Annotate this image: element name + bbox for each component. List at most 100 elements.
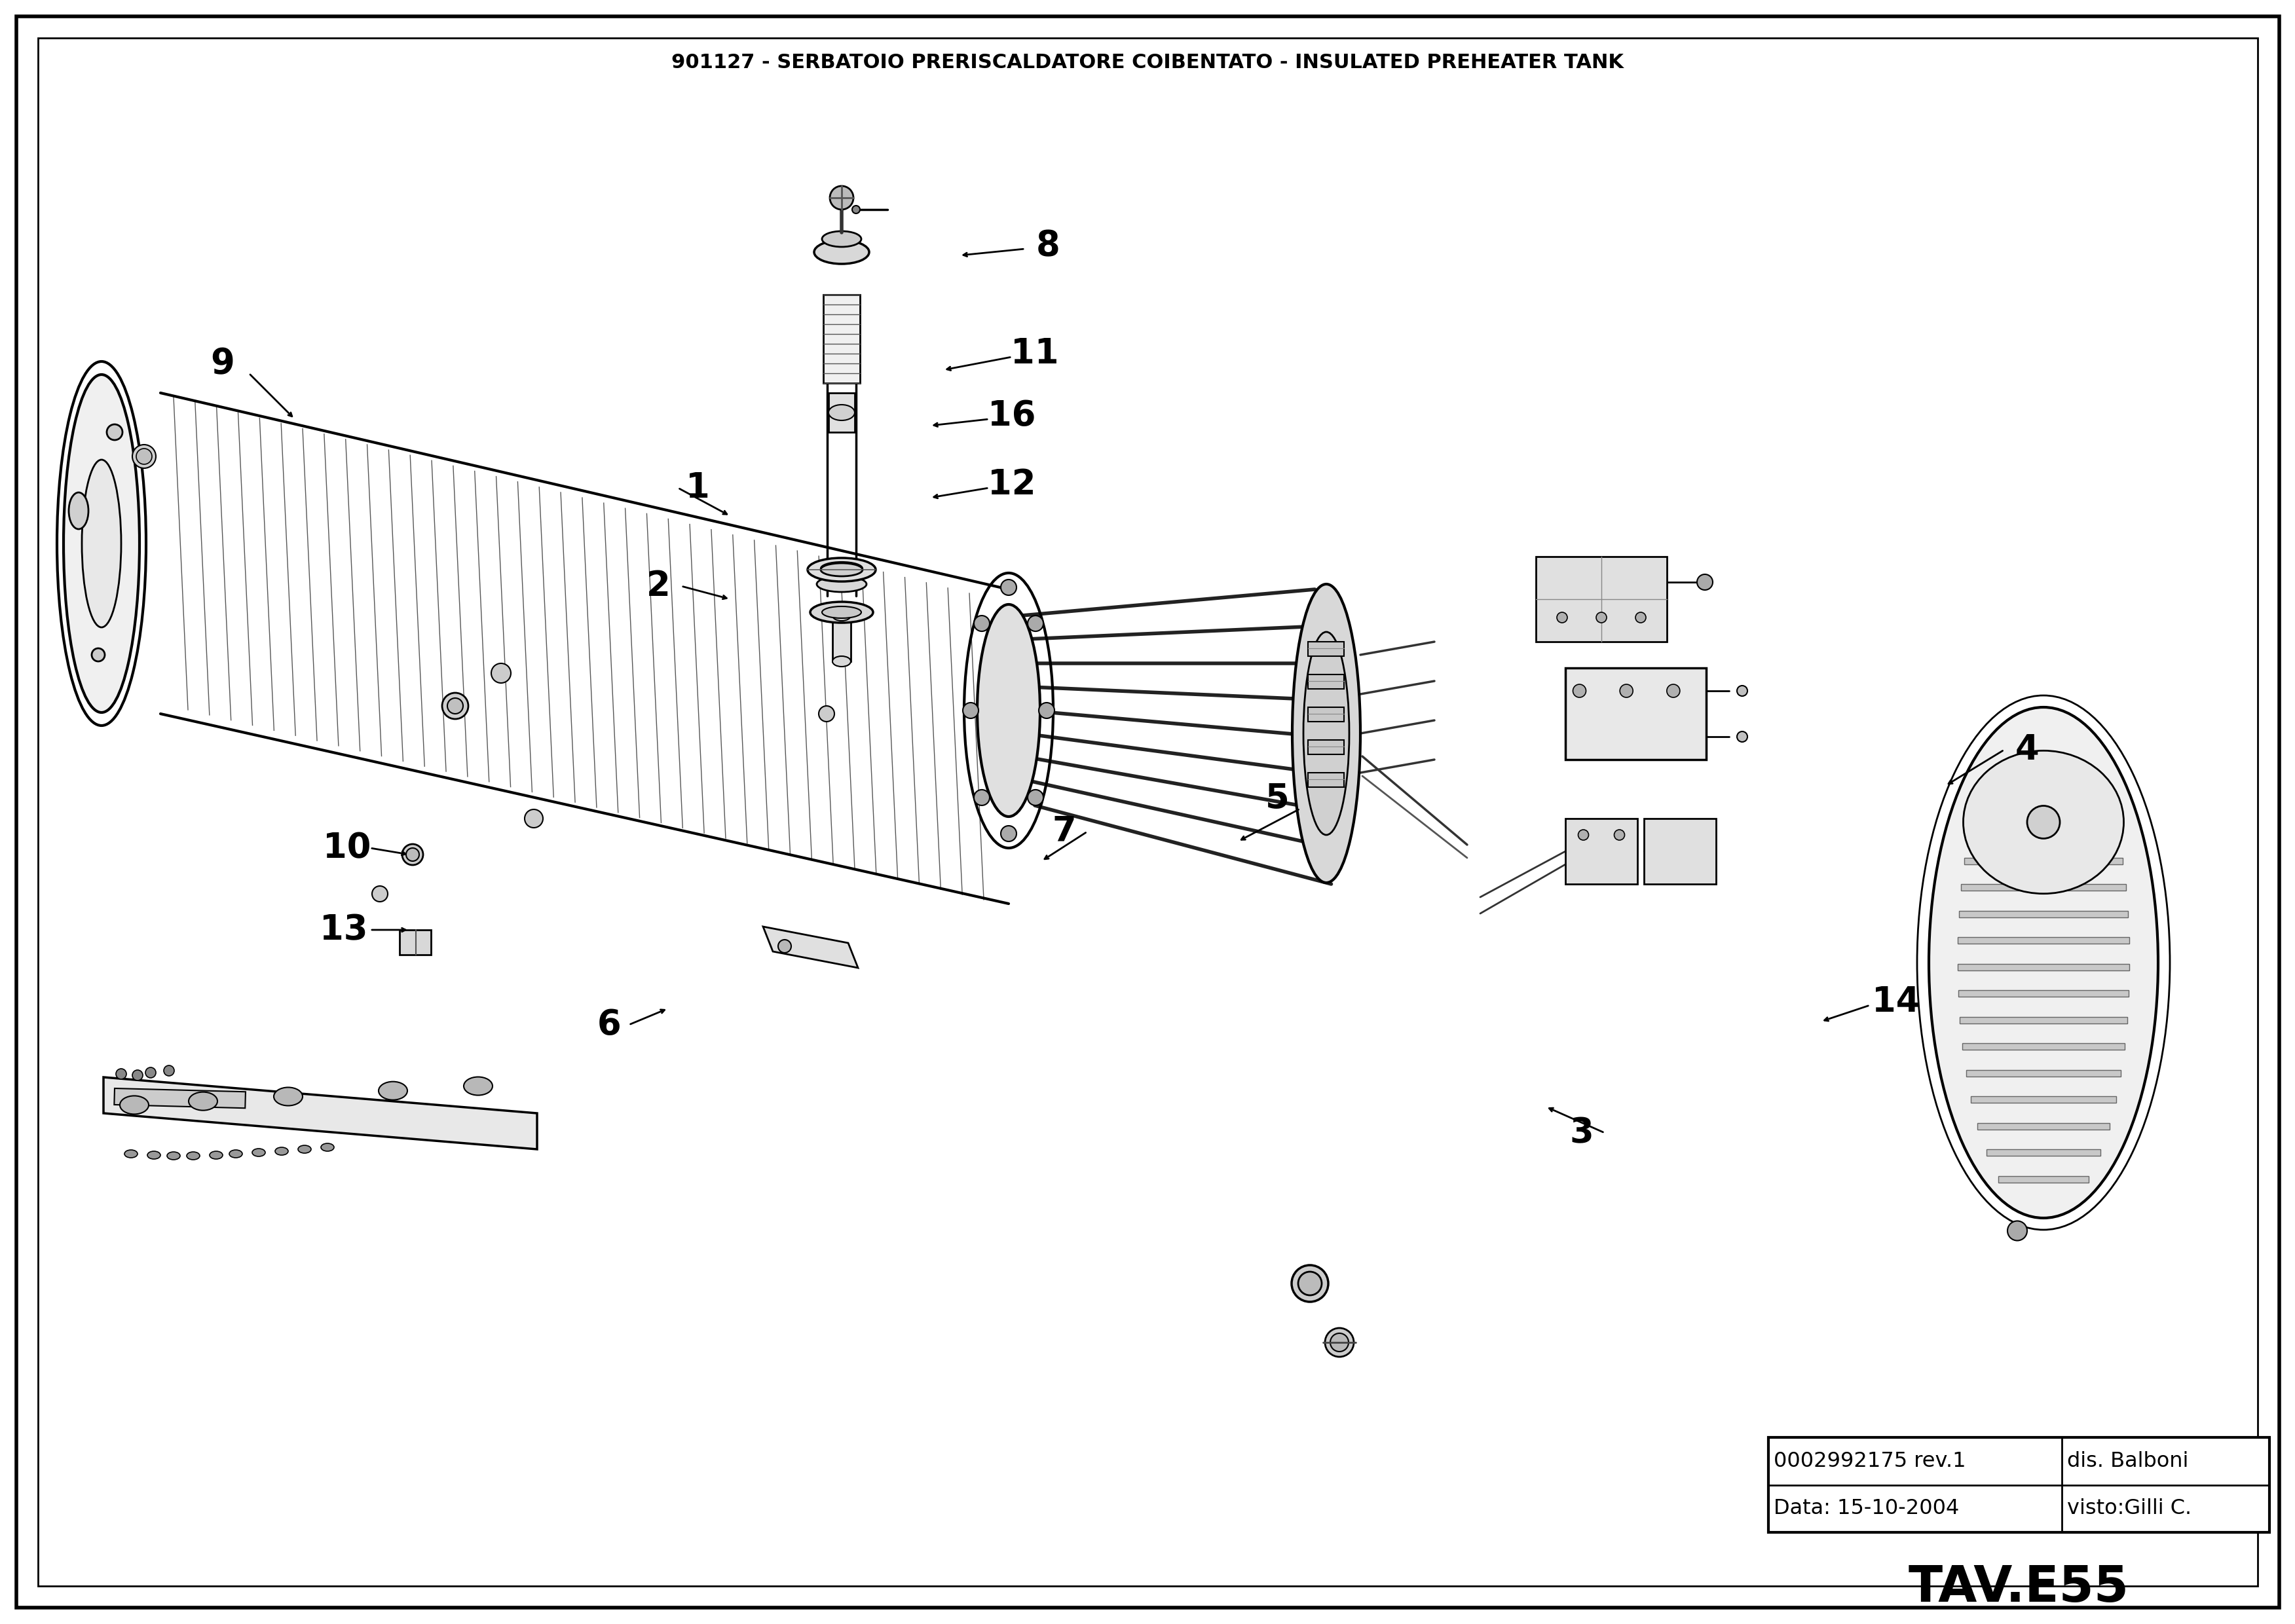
Ellipse shape [448,698,464,715]
Text: 2: 2 [645,568,670,603]
Ellipse shape [275,1147,289,1155]
Bar [1308,773,1343,788]
Ellipse shape [833,611,851,620]
Text: 7: 7 [1051,815,1076,849]
Ellipse shape [962,703,978,718]
Ellipse shape [145,1067,156,1078]
Ellipse shape [1696,575,1712,590]
Ellipse shape [822,606,861,619]
Text: 3: 3 [1570,1116,1593,1150]
Ellipse shape [810,603,872,622]
Ellipse shape [230,1150,243,1158]
Ellipse shape [819,706,833,721]
Text: 10: 10 [324,831,372,866]
Bar [828,393,854,432]
Text: 11: 11 [1010,336,1058,370]
Bar [1969,831,2118,838]
Ellipse shape [1001,580,1017,596]
Ellipse shape [491,663,512,684]
Bar [115,1088,246,1108]
Ellipse shape [321,1143,335,1151]
Bar [1308,674,1343,689]
Ellipse shape [833,656,851,666]
Bar [1643,818,1717,883]
Bar [824,294,861,383]
Ellipse shape [252,1148,266,1156]
Ellipse shape [147,1151,161,1160]
Text: 6: 6 [597,1009,622,1043]
Text: 9: 9 [211,346,234,380]
Ellipse shape [778,940,792,953]
Ellipse shape [1037,703,1053,718]
Text: 16: 16 [987,400,1035,434]
Text: Data: 15-10-2004: Data: 15-10-2004 [1774,1499,1958,1518]
Bar [1565,818,1636,883]
Bar [1997,1176,2088,1182]
Ellipse shape [209,1151,223,1160]
Ellipse shape [2006,1221,2026,1241]
Ellipse shape [828,404,854,421]
Bar [1971,1096,2116,1103]
Ellipse shape [186,1151,200,1160]
Ellipse shape [188,1091,218,1111]
Ellipse shape [69,492,90,529]
Ellipse shape [822,231,861,247]
Ellipse shape [1297,1272,1322,1296]
Ellipse shape [298,1145,312,1153]
Ellipse shape [1595,612,1606,622]
Ellipse shape [273,1088,303,1106]
Ellipse shape [808,559,874,581]
Ellipse shape [124,1150,138,1158]
Ellipse shape [1962,750,2123,893]
Ellipse shape [1577,830,1588,840]
Ellipse shape [973,615,989,632]
Bar [1767,1437,2270,1533]
Text: visto:Gilli C.: visto:Gilli C. [2066,1499,2192,1518]
Ellipse shape [402,844,422,866]
Bar [1958,911,2127,918]
Bar [399,931,431,955]
Text: TAV.E55: TAV.E55 [1907,1564,2130,1613]
Ellipse shape [1292,1265,1329,1302]
Bar [1960,883,2125,890]
Ellipse shape [119,1096,149,1114]
Ellipse shape [168,1151,179,1160]
Ellipse shape [1304,632,1349,835]
Bar [1958,937,2127,944]
Bar [1565,667,1705,760]
Ellipse shape [1737,685,1746,697]
Bar [1976,1122,2109,1129]
Bar [1308,741,1343,755]
Ellipse shape [133,445,156,468]
Ellipse shape [135,448,151,464]
Bar [1965,1070,2121,1077]
Ellipse shape [817,577,865,593]
Bar [833,615,851,661]
Text: 8: 8 [1035,229,1060,263]
Ellipse shape [443,693,468,719]
Text: dis. Balboni: dis. Balboni [2066,1450,2187,1471]
Text: 14: 14 [1870,984,1919,1018]
Ellipse shape [815,240,870,263]
Ellipse shape [973,789,989,806]
Ellipse shape [379,1082,406,1099]
Ellipse shape [1028,615,1042,632]
Polygon shape [762,927,858,968]
Ellipse shape [372,887,388,901]
Ellipse shape [851,206,861,213]
Ellipse shape [1324,1328,1354,1356]
Bar [1535,557,1666,641]
Ellipse shape [133,1070,142,1080]
Ellipse shape [1329,1333,1347,1351]
Ellipse shape [1292,585,1361,883]
Ellipse shape [163,1065,174,1075]
Ellipse shape [92,648,106,661]
Ellipse shape [108,424,122,440]
Text: 12: 12 [987,468,1035,502]
Ellipse shape [1737,731,1746,742]
Text: 4: 4 [2015,732,2038,767]
Text: 1: 1 [686,471,709,505]
Bar [1965,857,2123,864]
Ellipse shape [819,564,863,577]
Ellipse shape [1613,830,1625,840]
